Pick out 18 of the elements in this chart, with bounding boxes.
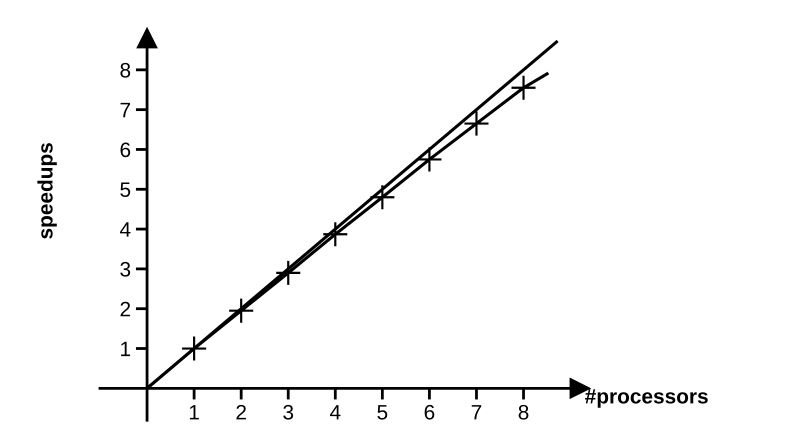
y-tick-label: 8 (120, 62, 130, 78)
x-tick-label: 7 (472, 405, 482, 420)
y-tick-label: 1 (121, 342, 130, 356)
y-tick-label: 5 (120, 182, 130, 198)
y-tick-label: 7 (120, 102, 130, 118)
y-tick-label: 2 (120, 302, 130, 316)
x-tick-label: 4 (330, 405, 340, 420)
x-tick-label: 5 (377, 405, 388, 420)
y-tick-label: 6 (120, 142, 130, 158)
y-tick-label: 3 (120, 262, 130, 277)
y-axis-title: speedups (37, 143, 57, 239)
x-tick-label: 3 (283, 404, 294, 420)
x-tick-label: 8 (518, 404, 528, 420)
x-axis-title: #processors (585, 389, 708, 408)
x-tick-label: 1 (190, 405, 199, 420)
x-tick-label: 2 (236, 404, 246, 420)
x-tick-label: 6 (424, 404, 434, 420)
y-tick-label: 4 (120, 222, 130, 237)
